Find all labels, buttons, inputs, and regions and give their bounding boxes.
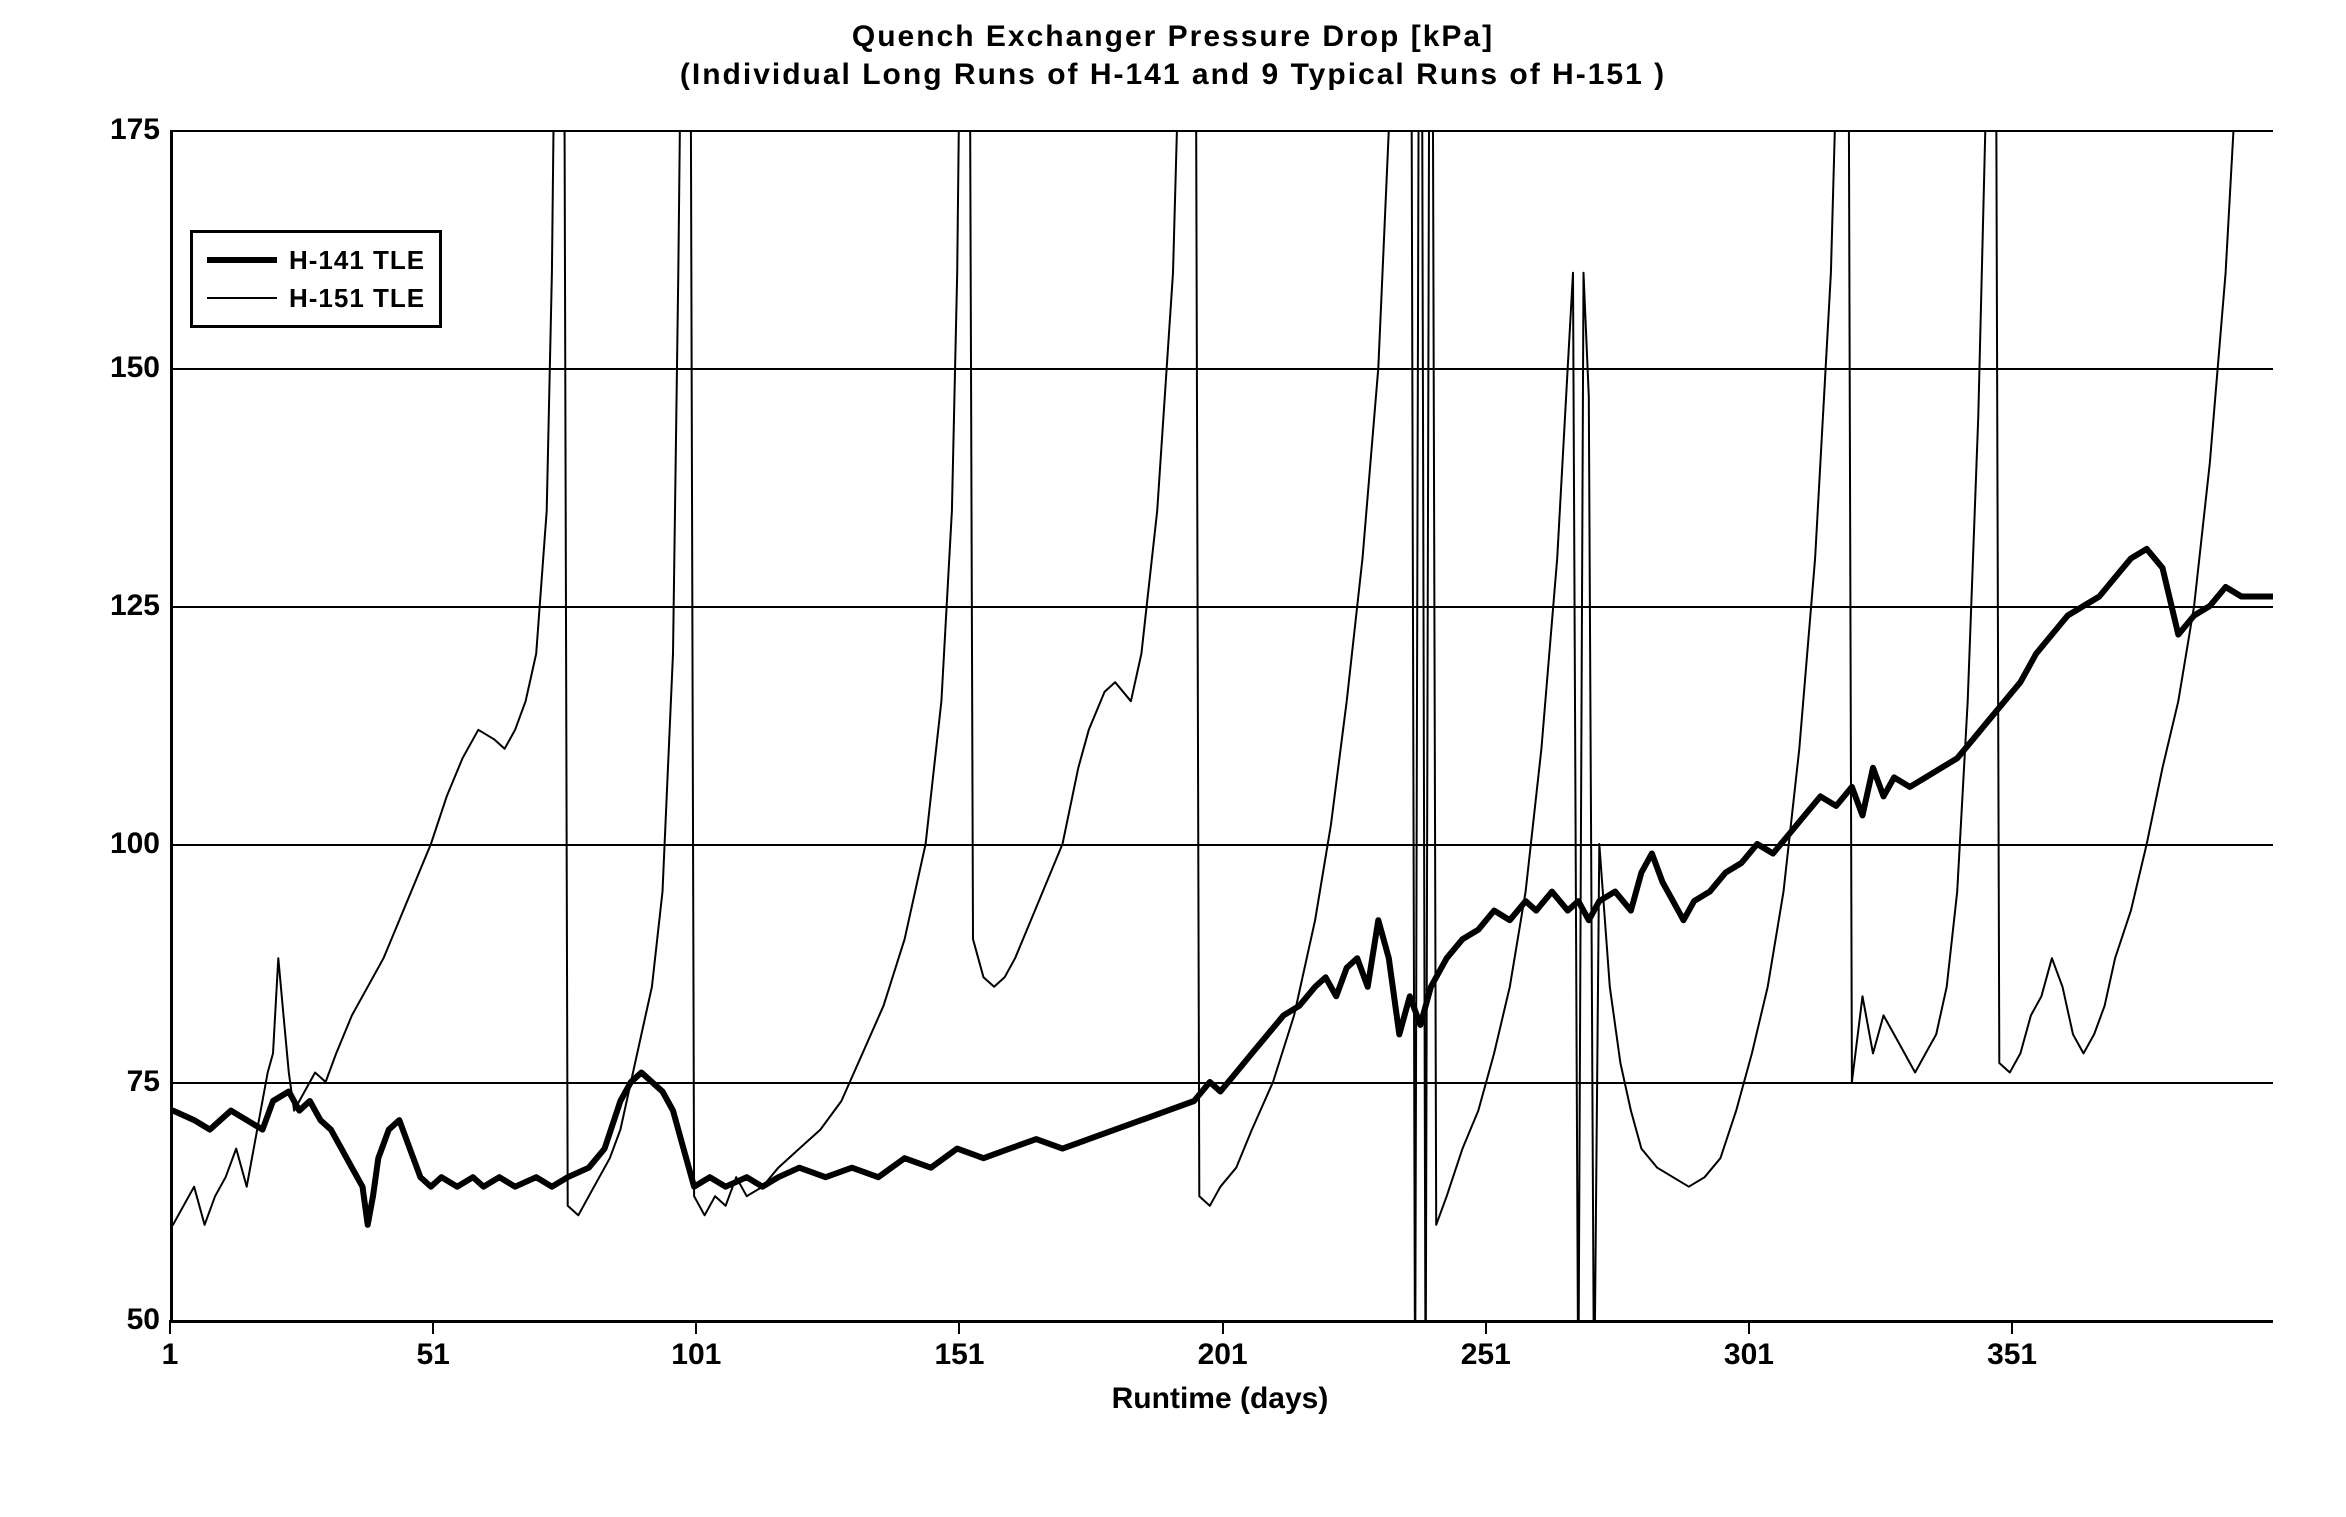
title-line-1: Quench Exchanger Pressure Drop [kPa] <box>0 20 2346 54</box>
series-svg <box>173 130 2273 1320</box>
legend-label: H-151 TLE <box>289 283 425 314</box>
plot-area <box>170 130 2273 1323</box>
y-tick-label: 175 <box>70 113 160 147</box>
y-tick-label: 125 <box>70 589 160 623</box>
x-tick-label: 351 <box>1962 1338 2062 1372</box>
x-tick-label: 51 <box>383 1338 483 1372</box>
x-axis-label: Runtime (days) <box>170 1382 2270 1416</box>
x-tick-label: 201 <box>1173 1338 1273 1372</box>
x-tick-mark <box>1222 1320 1224 1334</box>
series-H-151-TLE <box>173 0 2273 1415</box>
x-tick-mark <box>2011 1320 2013 1334</box>
legend-label: H-141 TLE <box>289 245 425 276</box>
x-tick-mark <box>958 1320 960 1334</box>
chart-title: Quench Exchanger Pressure Drop [kPa] (In… <box>0 20 2346 92</box>
x-tick-label: 251 <box>1436 1338 1536 1372</box>
y-tick-label: 150 <box>70 351 160 385</box>
x-tick-mark <box>432 1320 434 1334</box>
x-tick-label: 1 <box>120 1338 220 1372</box>
x-tick-label: 151 <box>909 1338 1009 1372</box>
legend-swatch <box>207 257 277 263</box>
y-tick-label: 100 <box>70 827 160 861</box>
x-tick-mark <box>695 1320 697 1334</box>
legend-item: H-141 TLE <box>207 241 425 279</box>
legend: H-141 TLE H-151 TLE <box>190 230 442 328</box>
x-tick-mark <box>169 1320 171 1334</box>
x-tick-mark <box>1748 1320 1750 1334</box>
y-tick-label: 50 <box>70 1303 160 1337</box>
title-line-2: (Individual Long Runs of H-141 and 9 Typ… <box>0 58 2346 92</box>
x-tick-mark <box>1485 1320 1487 1334</box>
x-tick-label: 101 <box>646 1338 746 1372</box>
chart-container: Quench Exchanger Pressure Drop [kPa] (In… <box>0 0 2346 1517</box>
legend-swatch <box>207 297 277 299</box>
x-tick-label: 301 <box>1699 1338 1799 1372</box>
legend-item: H-151 TLE <box>207 279 425 317</box>
y-tick-label: 75 <box>70 1065 160 1099</box>
